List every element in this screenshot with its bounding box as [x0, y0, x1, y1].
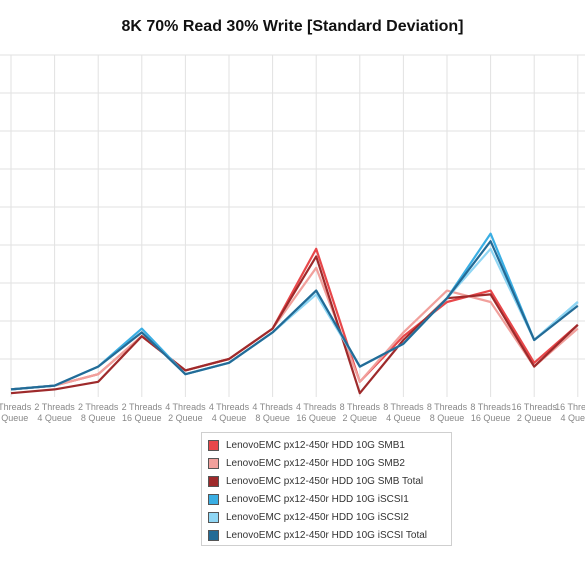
x-tick-label-threads: 16 Threads [512, 402, 558, 412]
x-tick-label-threads: 2 Threads [78, 402, 119, 412]
x-tick-label-queue: 8 Queue [430, 413, 465, 423]
x-tick-label-threads: 2 Threads [34, 402, 75, 412]
x-tick-label-queue: 2 Queue [343, 413, 378, 423]
x-tick-label-queue: 4 Queue [386, 413, 421, 423]
legend-label: LenovoEMC px12-450r HDD 10G iSCSI2 [226, 511, 409, 523]
x-tick-label-threads: 16 Threads [555, 402, 585, 412]
legend-swatch [208, 475, 219, 487]
series-layer [10, 232, 579, 395]
legend-label: LenovoEMC px12-450r HDD 10G SMB2 [226, 457, 405, 469]
legend-label: LenovoEMC px12-450r HDD 10G SMB1 [226, 439, 405, 451]
legend-item: LenovoEMC px12-450r HDD 10G iSCSI1 [202, 490, 451, 508]
x-tick-label-threads: 2 Threads [0, 402, 32, 412]
x-tick-label-queue: 8 Queue [81, 413, 116, 423]
x-tick-label-queue: 2 Queue [168, 413, 203, 423]
series-line [10, 266, 579, 391]
x-tick-label-threads: 4 Threads [296, 402, 337, 412]
x-tick-label-queue: 16 Queue [471, 413, 511, 423]
x-tick-label-threads: 8 Threads [383, 402, 424, 412]
legend-item: LenovoEMC px12-450r HDD 10G SMB1 [202, 436, 451, 454]
legend: LenovoEMC px12-450r HDD 10G SMB1 LenovoEM… [201, 432, 452, 546]
x-tick-label-queue: 16 Queue [296, 413, 336, 423]
grid-layer [0, 54, 585, 397]
x-tick-label-queue: 2 Queue [517, 413, 552, 423]
x-tick-label-threads: 2 Threads [122, 402, 163, 412]
legend-swatch [208, 493, 219, 505]
x-tick-label-threads: 4 Threads [209, 402, 250, 412]
chart-title: 8K 70% Read 30% Write [Standard Deviatio… [121, 18, 464, 35]
x-tick-label-queue: 4 Queue [212, 413, 247, 423]
legend-swatch [208, 457, 219, 469]
series-line [10, 240, 579, 391]
series-line [10, 255, 579, 395]
x-tick-label-queue: 2 Queue [0, 413, 28, 423]
x-tick-label-queue: 4 Queue [37, 413, 72, 423]
legend-item: LenovoEMC px12-450r HDD 10G SMB Total [202, 472, 451, 490]
x-tick-label-queue: 8 Queue [255, 413, 290, 423]
x-tick-label-queue: 16 Queue [122, 413, 162, 423]
x-tick-label-threads: 8 Threads [470, 402, 511, 412]
legend-item: LenovoEMC px12-450r HDD 10G SMB2 [202, 454, 451, 472]
legend-label: LenovoEMC px12-450r HDD 10G SMB Total [226, 475, 424, 487]
x-tick-label-threads: 4 Threads [252, 402, 293, 412]
legend-label: LenovoEMC px12-450r HDD 10G iSCSI Total [226, 529, 428, 541]
legend-swatch [208, 529, 219, 541]
legend-swatch [208, 439, 219, 451]
x-tick-label-queue: 4 Queue [561, 413, 585, 423]
legend-label: LenovoEMC px12-450r HDD 10G iSCSI1 [226, 493, 409, 505]
legend-item: LenovoEMC px12-450r HDD 10G iSCSI Total [202, 526, 451, 544]
x-tick-label-threads: 8 Threads [340, 402, 381, 412]
x-tick-label-threads: 8 Threads [427, 402, 468, 412]
x-tick-label-threads: 4 Threads [165, 402, 206, 412]
legend-item: LenovoEMC px12-450r HDD 10G iSCSI2 [202, 508, 451, 526]
legend-swatch [208, 511, 219, 523]
